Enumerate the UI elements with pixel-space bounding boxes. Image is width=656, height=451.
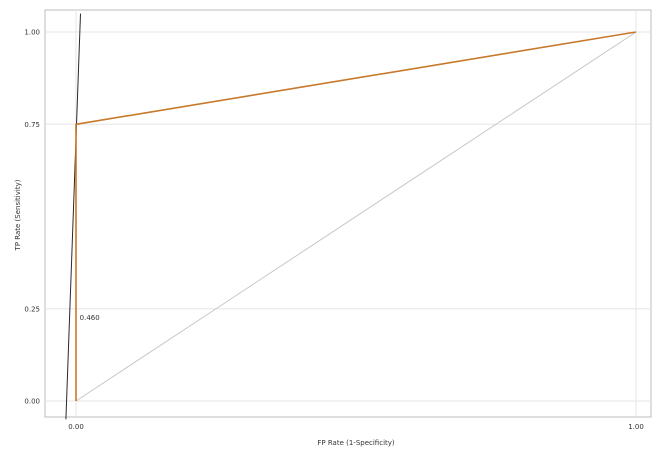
x-tick-label-1: 1.00 — [628, 423, 644, 431]
x-axis-label: FP Rate (1-Specificity) — [317, 439, 395, 447]
plot-area — [44, 9, 652, 418]
series-group — [65, 13, 637, 420]
series-line-2 — [65, 13, 81, 420]
y-axis-label: TP Rate (Sensitivity) — [14, 179, 22, 251]
annotation-label-0: 0.460 — [80, 314, 100, 322]
series-line-1 — [75, 31, 637, 402]
y-tick-label-1: 0.25 — [24, 305, 40, 313]
x-tick-label-0: 0.00 — [68, 423, 84, 431]
y-tick-label-3: 1.00 — [24, 29, 40, 37]
tick-labels: 0.00 0.25 0.75 1.00 0.00 1.00 — [24, 29, 643, 432]
series-line-0 — [75, 31, 637, 401]
annotations: 0.460 — [80, 314, 100, 322]
y-tick-label-0: 0.00 — [24, 398, 40, 406]
y-tick-label-2: 0.75 — [24, 121, 40, 129]
